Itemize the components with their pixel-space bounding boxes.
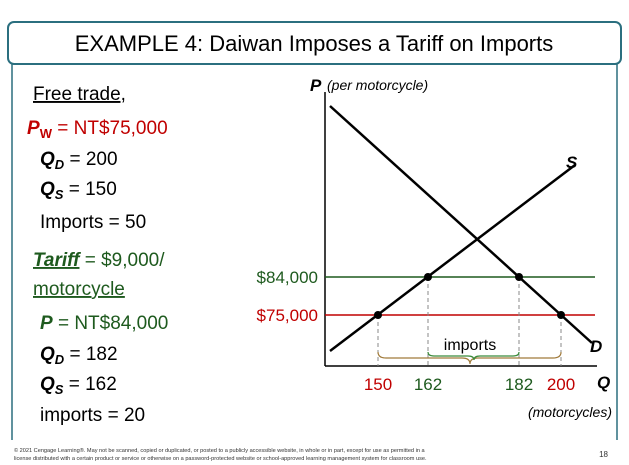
demand-curve — [329, 105, 593, 344]
qd2: QD = 182 — [40, 344, 118, 367]
txt: = 182 — [64, 344, 117, 365]
x-axis-label: Q — [597, 373, 610, 392]
brace-label: imports — [444, 337, 496, 354]
sub: D — [55, 157, 65, 172]
sub: W — [40, 126, 53, 141]
sym: Q — [40, 179, 55, 200]
sym: P — [40, 313, 53, 334]
supply-curve — [329, 164, 576, 352]
label: Tariff — [33, 250, 81, 271]
q-label: 150 — [364, 375, 392, 394]
sym: Q — [40, 149, 55, 170]
sub: S — [55, 187, 64, 202]
qd: QD = 200 — [40, 149, 118, 172]
demand-label: D — [590, 337, 602, 356]
sub: D — [55, 352, 65, 367]
footer-line: license distributed with a certain produ… — [14, 456, 427, 462]
world-price: PW = NT$75,000 — [27, 118, 168, 141]
supply-label: S — [566, 153, 578, 172]
txt: = 200 — [64, 149, 117, 170]
title-box — [7, 21, 622, 65]
q-label: 182 — [505, 375, 533, 394]
tariff-unit: motorcycle — [33, 279, 125, 300]
y-axis-note: (per motorcycle) — [327, 77, 428, 93]
sub: S — [55, 382, 64, 397]
sym: P — [27, 118, 40, 139]
tariff-price: P = NT$84,000 — [40, 313, 168, 334]
dashes — [377, 277, 562, 366]
tariff-price-label: $84,000 — [257, 268, 318, 287]
txt: = 162 — [63, 374, 116, 395]
brace-inner — [427, 351, 520, 361]
x-axis-note: (motorcycles) — [528, 404, 612, 420]
title: EXAMPLE 4: Daiwan Imposes a Tariff on Im… — [75, 31, 554, 56]
y-axis-label: P — [310, 76, 322, 95]
point — [515, 273, 523, 281]
footer-line: © 2021 Cengage Learning®. May not be sca… — [14, 447, 426, 454]
tariff: Tariff = $9,000/ — [33, 250, 165, 271]
qs2: QS = 162 — [40, 374, 117, 397]
qs: QS = 150 — [40, 179, 117, 202]
diagram: P (per motorcycle) S D $84,000 $75,000 i… — [257, 76, 612, 420]
txt: = NT$84,000 — [53, 313, 169, 334]
imports2: imports = 20 — [40, 405, 145, 426]
txt: = NT$75,000 — [52, 118, 168, 139]
sym: Q — [40, 344, 55, 365]
point — [374, 311, 382, 319]
q-label: 162 — [414, 375, 442, 394]
txt: = $9,000/ — [79, 250, 165, 271]
heading: Free trade, — [33, 84, 126, 105]
point — [557, 311, 565, 319]
point — [424, 273, 432, 281]
world-price-label: $75,000 — [257, 306, 318, 325]
q-label: 200 — [547, 375, 575, 394]
page-number: 18 — [599, 450, 608, 459]
txt: = 150 — [63, 179, 116, 200]
imports: Imports = 50 — [40, 212, 146, 233]
brace — [377, 351, 562, 365]
sym: Q — [40, 374, 55, 395]
